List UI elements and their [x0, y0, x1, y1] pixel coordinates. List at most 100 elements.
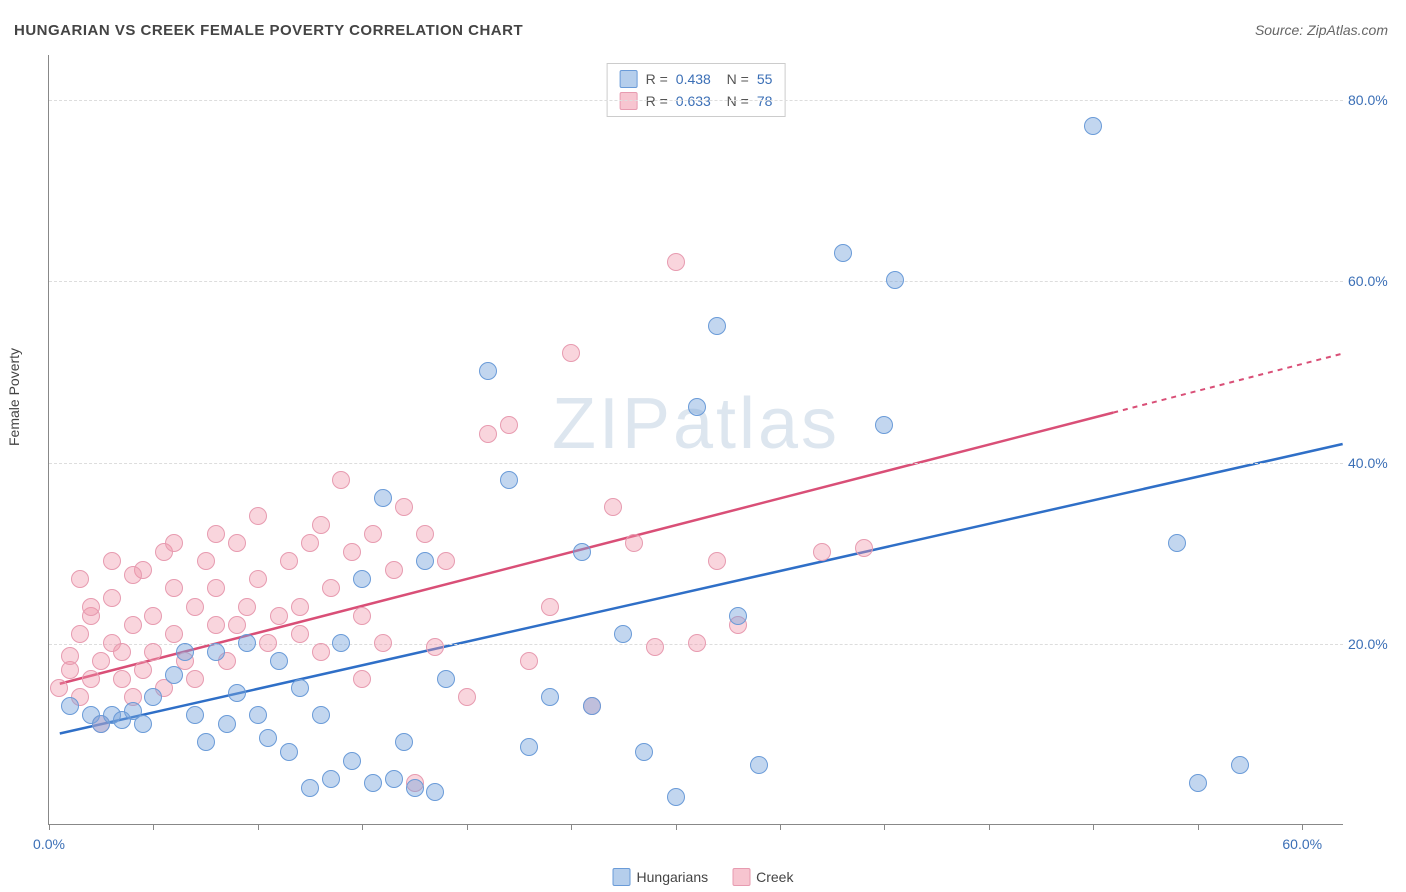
scatter-point-hungarians: [259, 729, 277, 747]
scatter-point-creek: [134, 661, 152, 679]
swatch-blue: [613, 868, 631, 886]
stat-r-label: R =: [646, 71, 668, 87]
stat-n-label: N =: [719, 71, 749, 87]
scatter-point-creek: [625, 534, 643, 552]
scatter-point-creek: [186, 670, 204, 688]
y-axis-label: Female Poverty: [6, 348, 22, 446]
scatter-point-hungarians: [541, 688, 559, 706]
scatter-point-creek: [197, 552, 215, 570]
scatter-point-hungarians: [1168, 534, 1186, 552]
scatter-point-hungarians: [218, 715, 236, 733]
scatter-point-hungarians: [1231, 756, 1249, 774]
scatter-point-creek: [332, 471, 350, 489]
scatter-point-creek: [92, 652, 110, 670]
y-tick-label: 40.0%: [1348, 455, 1403, 471]
scatter-point-creek: [416, 525, 434, 543]
legend-item-creek: Creek: [732, 868, 793, 886]
scatter-point-creek: [207, 616, 225, 634]
scatter-point-hungarians: [280, 743, 298, 761]
x-tick-label: 60.0%: [1282, 836, 1322, 852]
scatter-point-creek: [426, 638, 444, 656]
scatter-point-creek: [353, 607, 371, 625]
scatter-point-creek: [249, 507, 267, 525]
scatter-point-hungarians: [197, 733, 215, 751]
scatter-point-creek: [301, 534, 319, 552]
scatter-point-creek: [50, 679, 68, 697]
scatter-point-hungarians: [729, 607, 747, 625]
legend-item-hungarians: Hungarians: [613, 868, 709, 886]
scatter-point-creek: [103, 589, 121, 607]
gridline: [49, 281, 1343, 282]
scatter-point-hungarians: [332, 634, 350, 652]
stat-n-value-1: 55: [757, 71, 773, 87]
scatter-point-creek: [312, 643, 330, 661]
scatter-point-hungarians: [416, 552, 434, 570]
bottom-legend: Hungarians Creek: [613, 868, 794, 886]
scatter-point-creek: [291, 625, 309, 643]
scatter-point-creek: [312, 516, 330, 534]
scatter-point-creek: [165, 579, 183, 597]
gridline: [49, 463, 1343, 464]
scatter-point-hungarians: [312, 706, 330, 724]
scatter-point-hungarians: [270, 652, 288, 670]
x-tick: [571, 824, 572, 830]
scatter-point-creek: [322, 579, 340, 597]
scatter-point-creek: [249, 570, 267, 588]
scatter-point-creek: [165, 625, 183, 643]
scatter-point-hungarians: [500, 471, 518, 489]
plot-area: ZIPatlas R = 0.438 N = 55 R = 0.633 N = …: [48, 55, 1343, 825]
stats-row-1: R = 0.438 N = 55: [620, 68, 773, 90]
scatter-point-hungarians: [667, 788, 685, 806]
scatter-point-creek: [813, 543, 831, 561]
scatter-point-creek: [113, 643, 131, 661]
scatter-point-creek: [228, 534, 246, 552]
scatter-point-creek: [124, 616, 142, 634]
trend-lines: [49, 55, 1343, 824]
source-attribution: Source: ZipAtlas.com: [1255, 22, 1388, 38]
x-tick: [780, 824, 781, 830]
scatter-point-creek: [437, 552, 455, 570]
scatter-point-hungarians: [437, 670, 455, 688]
stat-r-value-1: 0.438: [676, 71, 711, 87]
scatter-point-hungarians: [1084, 117, 1102, 135]
scatter-point-hungarians: [385, 770, 403, 788]
scatter-point-creek: [228, 616, 246, 634]
scatter-point-hungarians: [573, 543, 591, 561]
x-tick: [1093, 824, 1094, 830]
scatter-point-hungarians: [238, 634, 256, 652]
scatter-point-creek: [71, 570, 89, 588]
scatter-point-hungarians: [886, 271, 904, 289]
scatter-point-creek: [82, 598, 100, 616]
scatter-point-creek: [144, 643, 162, 661]
x-tick: [49, 824, 50, 830]
scatter-point-hungarians: [426, 783, 444, 801]
scatter-point-hungarians: [479, 362, 497, 380]
scatter-point-hungarians: [61, 697, 79, 715]
scatter-point-hungarians: [228, 684, 246, 702]
scatter-point-creek: [385, 561, 403, 579]
scatter-point-hungarians: [249, 706, 267, 724]
scatter-point-hungarians: [614, 625, 632, 643]
scatter-point-hungarians: [207, 643, 225, 661]
scatter-point-hungarians: [635, 743, 653, 761]
x-tick: [467, 824, 468, 830]
swatch-blue: [620, 70, 638, 88]
scatter-point-hungarians: [301, 779, 319, 797]
x-tick: [153, 824, 154, 830]
scatter-point-hungarians: [520, 738, 538, 756]
legend-label-2: Creek: [756, 869, 793, 885]
scatter-point-hungarians: [834, 244, 852, 262]
scatter-point-creek: [280, 552, 298, 570]
scatter-point-hungarians: [291, 679, 309, 697]
scatter-point-creek: [165, 534, 183, 552]
x-tick-label: 0.0%: [33, 836, 65, 852]
scatter-point-creek: [207, 525, 225, 543]
scatter-point-hungarians: [688, 398, 706, 416]
scatter-point-hungarians: [134, 715, 152, 733]
scatter-point-creek: [71, 625, 89, 643]
scatter-point-creek: [374, 634, 392, 652]
swatch-pink: [732, 868, 750, 886]
scatter-point-creek: [238, 598, 256, 616]
scatter-point-creek: [61, 647, 79, 665]
scatter-point-creek: [688, 634, 706, 652]
